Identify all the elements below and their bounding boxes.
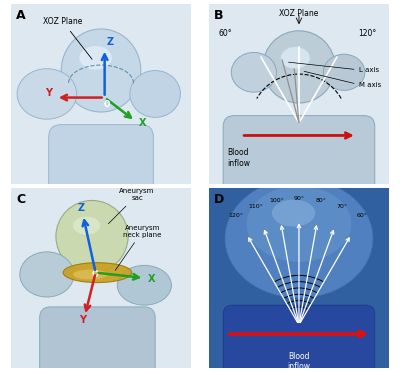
Text: O: O: [103, 100, 110, 109]
Ellipse shape: [231, 52, 276, 92]
Text: XOZ Plane: XOZ Plane: [43, 17, 92, 59]
FancyBboxPatch shape: [223, 116, 375, 195]
Text: Aneurysm
neck plane: Aneurysm neck plane: [115, 225, 162, 270]
Text: Y: Y: [79, 315, 86, 325]
Text: Z: Z: [106, 37, 114, 47]
Ellipse shape: [225, 179, 373, 298]
FancyBboxPatch shape: [11, 4, 191, 184]
Ellipse shape: [63, 263, 132, 283]
Text: C: C: [16, 193, 25, 206]
Ellipse shape: [130, 71, 180, 118]
Ellipse shape: [323, 54, 365, 90]
Text: Y: Y: [45, 88, 52, 98]
Ellipse shape: [73, 269, 107, 279]
Text: 80°: 80°: [316, 198, 326, 203]
Ellipse shape: [73, 217, 100, 235]
Text: D: D: [214, 193, 224, 206]
Text: 90°: 90°: [294, 196, 304, 201]
Text: O: O: [92, 270, 99, 279]
FancyBboxPatch shape: [223, 305, 375, 372]
Text: X: X: [148, 274, 156, 284]
FancyBboxPatch shape: [40, 307, 155, 372]
Text: 70°: 70°: [337, 204, 348, 209]
FancyBboxPatch shape: [11, 188, 191, 368]
Text: X: X: [139, 118, 146, 128]
Ellipse shape: [272, 199, 315, 227]
Text: M axis: M axis: [358, 82, 381, 88]
Text: XOZ Plane: XOZ Plane: [279, 9, 319, 18]
Ellipse shape: [247, 186, 351, 262]
Ellipse shape: [117, 265, 172, 305]
FancyBboxPatch shape: [209, 4, 389, 184]
Text: 60°: 60°: [357, 213, 368, 218]
FancyBboxPatch shape: [209, 188, 389, 368]
Text: Aneurysm
sac: Aneurysm sac: [108, 189, 155, 224]
Ellipse shape: [56, 201, 128, 273]
Ellipse shape: [61, 29, 141, 112]
Ellipse shape: [281, 47, 310, 69]
Text: L axis: L axis: [358, 67, 379, 74]
Ellipse shape: [263, 31, 335, 103]
Text: A: A: [16, 9, 26, 22]
Text: Z: Z: [78, 203, 85, 213]
Ellipse shape: [17, 69, 77, 119]
Ellipse shape: [20, 252, 74, 297]
Text: Blood
inflow: Blood inflow: [227, 148, 250, 167]
Text: 120°: 120°: [358, 29, 377, 38]
Text: 60°: 60°: [218, 29, 232, 38]
Text: B: B: [214, 9, 224, 22]
Text: 100°: 100°: [270, 198, 284, 203]
Text: 120°: 120°: [228, 213, 243, 218]
Text: Blood
inflow: Blood inflow: [288, 352, 310, 371]
Text: 110°: 110°: [248, 204, 263, 209]
FancyBboxPatch shape: [49, 125, 153, 197]
Ellipse shape: [79, 46, 112, 70]
